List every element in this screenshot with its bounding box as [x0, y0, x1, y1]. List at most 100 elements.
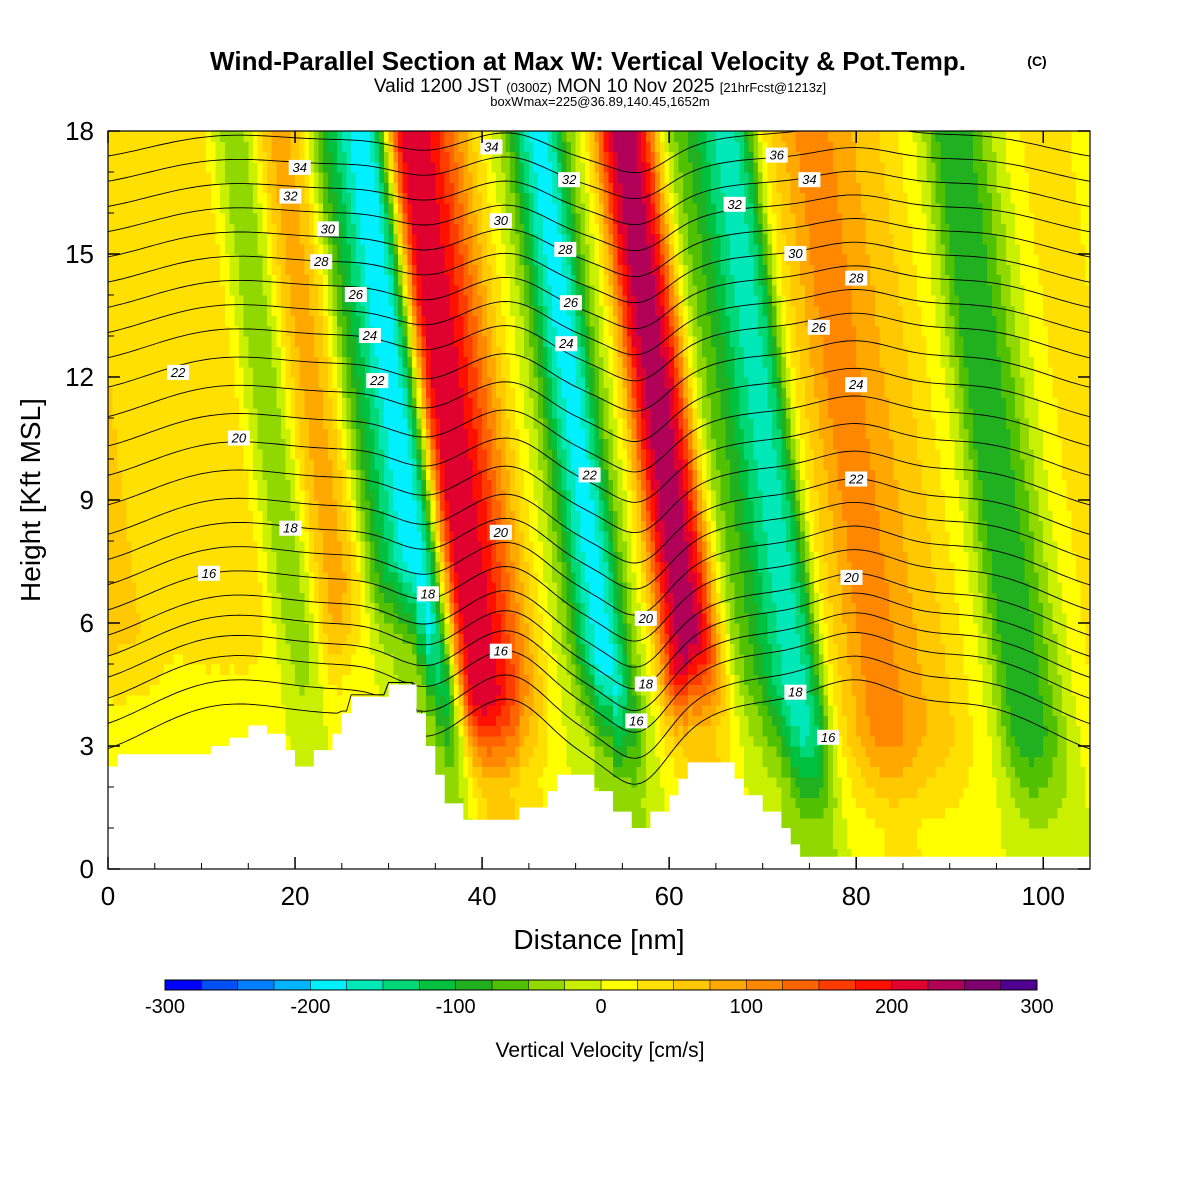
field-cell [173, 715, 179, 727]
field-cell [220, 438, 226, 450]
field-cell [351, 530, 357, 542]
field-cell [112, 428, 118, 440]
field-cell [313, 315, 320, 327]
field-cell [341, 684, 348, 696]
field-cell [159, 582, 165, 593]
field-cell [150, 387, 156, 399]
field-cell [425, 325, 432, 337]
field-cell [196, 213, 203, 224]
field-cell [365, 254, 371, 265]
field-cell [276, 182, 282, 194]
field-cell [248, 213, 254, 224]
field-cell [131, 336, 137, 347]
field-cell [257, 500, 263, 511]
field-cell [421, 448, 427, 460]
field-cell [411, 397, 418, 409]
field-cell [411, 305, 418, 317]
field-cell [164, 325, 170, 337]
field-cell [154, 602, 161, 614]
field-cell [238, 684, 245, 696]
field-cell [112, 664, 118, 675]
field-cell [318, 407, 324, 419]
field-cell [178, 418, 184, 429]
field-cell [407, 315, 413, 327]
field-cell [187, 664, 193, 675]
field-cell [346, 264, 352, 276]
field-cell [337, 172, 343, 183]
field-cell [145, 336, 151, 347]
field-cell [369, 295, 376, 306]
field-cell [379, 571, 385, 583]
field-cell [318, 602, 324, 614]
field-cell [425, 264, 432, 276]
field-cell [154, 623, 161, 634]
field-cell [210, 172, 217, 183]
field-cell [126, 213, 132, 224]
field-cell [388, 561, 394, 573]
field-cell [393, 151, 399, 163]
field-cell [224, 284, 231, 296]
field-cell [379, 520, 385, 532]
field-cell [229, 274, 235, 286]
field-cell [313, 438, 320, 450]
field-cell [397, 469, 404, 481]
field-cell [341, 561, 348, 573]
field-cell [388, 305, 394, 317]
field-cell [309, 530, 315, 542]
field-cell [318, 284, 324, 296]
field-cell [411, 366, 418, 378]
field-cell [271, 715, 277, 727]
field-cell [393, 254, 399, 265]
field-cell [159, 325, 165, 337]
field-cell [304, 479, 310, 491]
field-cell [313, 489, 320, 501]
field-cell [173, 746, 179, 757]
field-cell [337, 653, 343, 665]
field-cell [346, 664, 352, 675]
field-cell [360, 387, 366, 399]
field-cell [150, 223, 156, 235]
field-cell [131, 746, 137, 757]
field-cell [173, 633, 179, 645]
field-cell [234, 510, 240, 522]
field-cell [313, 428, 320, 440]
field-cell [327, 325, 334, 337]
field-cell [164, 489, 170, 501]
field-cell [196, 623, 203, 634]
field-cell [257, 377, 263, 388]
field-cell [238, 182, 245, 194]
field-cell [224, 223, 231, 235]
field-cell [145, 489, 151, 501]
field-cell [117, 694, 123, 706]
field-cell [145, 223, 151, 235]
field-cell [145, 551, 151, 563]
field-cell [234, 705, 240, 716]
field-cell [215, 438, 221, 450]
field-cell [224, 141, 231, 153]
field-cell [341, 705, 348, 716]
field-cell [248, 407, 254, 419]
field-cell [309, 756, 315, 768]
field-cell [196, 407, 203, 419]
field-cell [178, 725, 184, 737]
field-cell [318, 305, 324, 317]
field-cell [168, 643, 175, 655]
field-cell [369, 592, 376, 604]
field-cell [309, 694, 315, 706]
field-cell [187, 551, 193, 563]
field-cell [215, 233, 221, 245]
field-cell [108, 274, 114, 286]
field-cell [323, 315, 329, 327]
field-cell [379, 172, 385, 183]
field-cell [192, 325, 198, 337]
field-cell [337, 131, 343, 142]
field-cell [210, 315, 217, 327]
field-cell [341, 541, 348, 552]
field-cell [182, 418, 189, 429]
field-cell [168, 510, 175, 522]
field-cell [108, 448, 114, 460]
field-cell [178, 510, 184, 522]
field-cell [224, 459, 231, 470]
field-cell [351, 233, 357, 245]
field-cell [168, 243, 175, 255]
